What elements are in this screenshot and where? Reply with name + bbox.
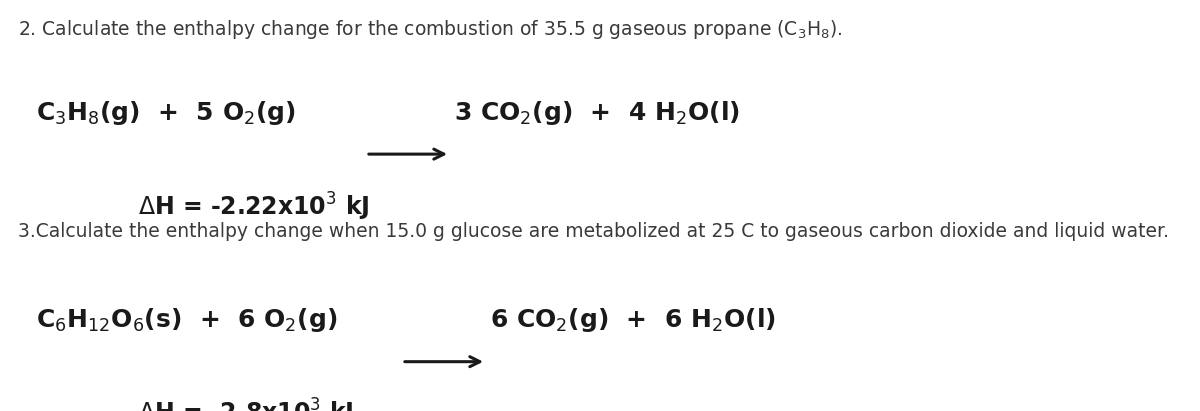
Text: 3.Calculate the enthalpy change when 15.0 g glucose are metabolized at 25 C to g: 3.Calculate the enthalpy change when 15.… xyxy=(18,222,1169,241)
Text: 2. Calculate the enthalpy change for the combustion of 35.5 g gaseous propane (C: 2. Calculate the enthalpy change for the… xyxy=(18,18,842,42)
Text: $\Delta$H = -2.22x10$^3$ kJ: $\Delta$H = -2.22x10$^3$ kJ xyxy=(138,191,370,223)
Text: 3 CO$_2$(g)  +  4 H$_2$O(l): 3 CO$_2$(g) + 4 H$_2$O(l) xyxy=(454,99,739,127)
Text: $\Delta$H = -2.8x10$^3$ kJ: $\Delta$H = -2.8x10$^3$ kJ xyxy=(138,397,354,411)
Text: C$_6$H$_{12}$O$_6$(s)  +  6 O$_2$(g): C$_6$H$_{12}$O$_6$(s) + 6 O$_2$(g) xyxy=(36,306,337,334)
Text: C$_3$H$_8$(g)  +  5 O$_2$(g): C$_3$H$_8$(g) + 5 O$_2$(g) xyxy=(36,99,296,127)
Text: 6 CO$_2$(g)  +  6 H$_2$O(l): 6 CO$_2$(g) + 6 H$_2$O(l) xyxy=(490,306,775,334)
